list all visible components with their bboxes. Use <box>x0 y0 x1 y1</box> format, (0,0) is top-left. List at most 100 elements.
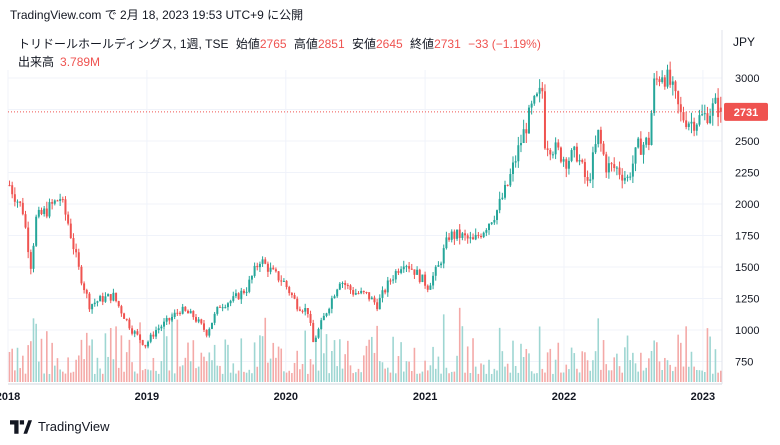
candle-body <box>626 176 629 178</box>
candle-body <box>213 313 216 323</box>
candle-body <box>527 107 530 134</box>
candle-body <box>96 301 99 303</box>
volume-bar <box>261 336 264 382</box>
candle-body <box>373 297 376 303</box>
volume-bar <box>610 370 613 382</box>
candle-body <box>256 265 259 268</box>
volume-bar <box>656 342 658 382</box>
candle-body <box>525 129 528 134</box>
footer: TradingView <box>10 419 110 434</box>
y-tick-label: 2000 <box>735 199 759 211</box>
x-tick-label: 2023 <box>691 391 715 403</box>
candle-body <box>466 235 469 239</box>
candle-body <box>288 287 291 294</box>
candle-body <box>605 154 608 173</box>
candle-body <box>682 112 685 121</box>
candle-body <box>125 318 128 320</box>
volume-bar <box>464 372 466 382</box>
candle-body <box>655 78 658 80</box>
candle-body <box>314 337 317 343</box>
volume-bar <box>176 319 179 382</box>
candle-body <box>565 159 568 169</box>
volume-bar <box>616 353 618 382</box>
volume-bar <box>434 368 437 382</box>
candle-body <box>429 285 432 290</box>
snapshot-header: TradingView.com で 2月 18, 2023 19:53 UTC+… <box>10 8 304 22</box>
candle-body <box>546 148 549 150</box>
y-tick-label: 1000 <box>735 325 759 337</box>
candle-body <box>634 147 637 164</box>
currency-label[interactable]: JPY <box>733 35 756 49</box>
candle-body <box>266 263 269 272</box>
volume-bar <box>51 342 53 382</box>
footer-brand: TradingView <box>38 419 110 434</box>
candle-body <box>29 252 32 269</box>
candle-body <box>437 265 440 267</box>
candle-body <box>253 265 256 276</box>
last-price-badge <box>724 102 768 121</box>
volume-bar <box>152 357 155 382</box>
volume-bar <box>312 364 315 382</box>
volume-bar <box>394 373 397 382</box>
candle-body <box>194 317 197 322</box>
volume-bar <box>64 373 67 382</box>
candle-body <box>567 160 570 169</box>
candle-body <box>421 274 424 282</box>
candle-body <box>597 129 600 145</box>
candle-body <box>19 201 22 203</box>
x-tick-label: 2022 <box>552 391 576 403</box>
candle-body <box>101 296 104 302</box>
volume-bar <box>520 343 522 382</box>
volume-bar <box>304 330 307 382</box>
candle-body <box>133 331 136 334</box>
volume-bar <box>200 352 203 382</box>
volume-bar <box>235 373 237 382</box>
candle-body <box>112 292 115 301</box>
candle-body <box>610 163 613 165</box>
volume-bar <box>573 353 576 382</box>
candle-body <box>53 200 56 204</box>
candle-body <box>408 266 411 269</box>
volume-bar <box>27 345 29 382</box>
volume-bar <box>157 373 160 382</box>
candle-body <box>37 209 40 217</box>
candle-body <box>77 252 80 267</box>
candle-body <box>229 300 232 304</box>
candle-body <box>349 285 352 291</box>
volume-bar <box>637 371 639 382</box>
candle-body <box>488 223 491 231</box>
candle-body <box>72 238 75 250</box>
volume-bar <box>690 351 693 382</box>
candle-body <box>599 129 602 144</box>
volume-bar <box>189 361 192 382</box>
volume-bar <box>634 363 637 382</box>
volume-bar <box>40 338 43 382</box>
volume-bar <box>16 347 19 382</box>
candle-body <box>325 313 328 316</box>
candle-body <box>341 283 344 285</box>
candle-body <box>136 331 139 335</box>
candle-body <box>693 121 696 131</box>
candle-body <box>541 87 544 92</box>
candle-body <box>503 184 506 198</box>
candle-body <box>21 202 24 215</box>
volume-bar <box>131 362 133 382</box>
volume-bar <box>165 336 168 382</box>
candle-body <box>221 307 224 309</box>
candle-body <box>218 306 221 308</box>
candle-body <box>647 137 650 145</box>
volume-bar <box>99 368 101 382</box>
volume-bar <box>672 371 674 382</box>
volume-bar <box>88 345 91 382</box>
candle-body <box>336 289 339 297</box>
symbol-name[interactable]: トリドールホールディングス, 1週, TSE <box>18 37 229 51</box>
candle-body <box>258 263 261 268</box>
candle-body <box>67 214 70 224</box>
volume-bar <box>320 321 322 382</box>
y-tick-label: 2500 <box>735 136 759 148</box>
volume-bar <box>285 372 288 382</box>
volume-bar <box>38 361 40 382</box>
volume-bar <box>264 317 267 382</box>
volume-bar <box>456 355 458 382</box>
